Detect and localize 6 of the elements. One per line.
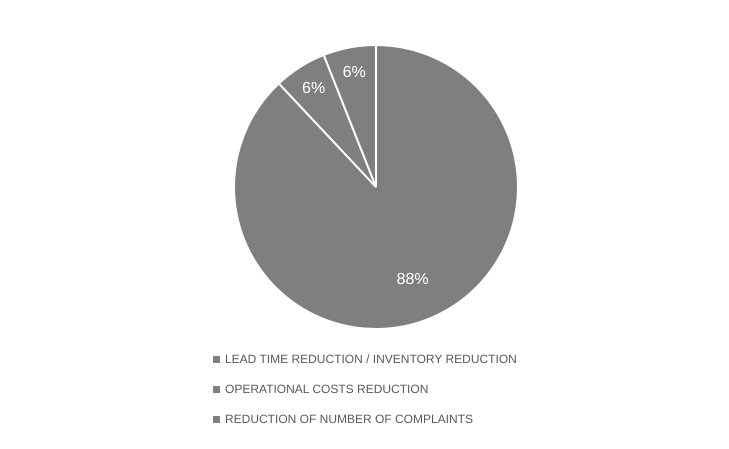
legend-label: LEAD TIME REDUCTION / INVENTORY REDUCTION	[225, 352, 517, 366]
legend-label: REDUCTION OF NUMBER OF COMPLAINTS	[225, 412, 474, 426]
legend-label: OPERATIONAL COSTS REDUCTION	[225, 382, 428, 396]
data-label: 88%	[396, 270, 429, 288]
data-label: 6%	[342, 64, 366, 82]
data-label: 6%	[302, 80, 326, 98]
